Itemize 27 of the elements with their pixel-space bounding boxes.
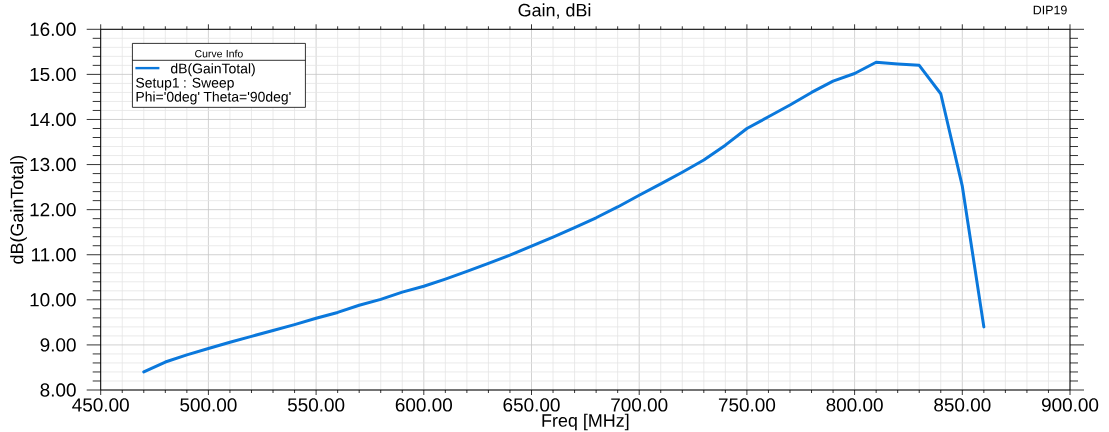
y-tick-label: 10.00 xyxy=(30,293,76,307)
x-tick-label: 800.00 xyxy=(826,398,883,412)
y-tick-label: 15.00 xyxy=(30,67,76,82)
x-tick-label: 500.00 xyxy=(180,398,237,412)
text: DIP19 xyxy=(1033,5,1067,15)
legend-title: Curve Info xyxy=(195,49,243,58)
annotation: Setup1 : Sweep xyxy=(136,77,234,91)
x-tick-label: 450.00 xyxy=(72,398,129,412)
y-tick-label: 8.00 xyxy=(40,383,76,397)
x-tick-label: 700.00 xyxy=(611,398,668,412)
x-tick-label: 600.00 xyxy=(395,398,452,412)
x-tick-label: 650.00 xyxy=(503,398,560,412)
x-axis-title: Freq [MHz] xyxy=(542,413,629,431)
y-tick-label: 11.00 xyxy=(31,248,76,262)
chart-title: Gain, dBi xyxy=(518,3,591,19)
y-tick-label: 16.00 xyxy=(30,22,76,36)
y-axis-title: dB(GainTotal) xyxy=(10,155,27,264)
y-tick-label: 14.00 xyxy=(30,112,76,127)
y-tick-label: 9.00 xyxy=(40,338,76,352)
annotation: Phi='0deg' Theta='90deg' xyxy=(136,91,291,105)
x-tick-label: 900.00 xyxy=(1041,398,1099,412)
x-tick-label: 550.00 xyxy=(287,398,345,412)
y-tick-label: 12.00 xyxy=(30,202,76,217)
y-tick-label: 13.00 xyxy=(30,157,76,172)
x-tick-label: 850.00 xyxy=(934,398,991,412)
legend-label: dB(GainTotal) xyxy=(170,63,255,77)
x-tick-label: 750.00 xyxy=(718,398,776,412)
